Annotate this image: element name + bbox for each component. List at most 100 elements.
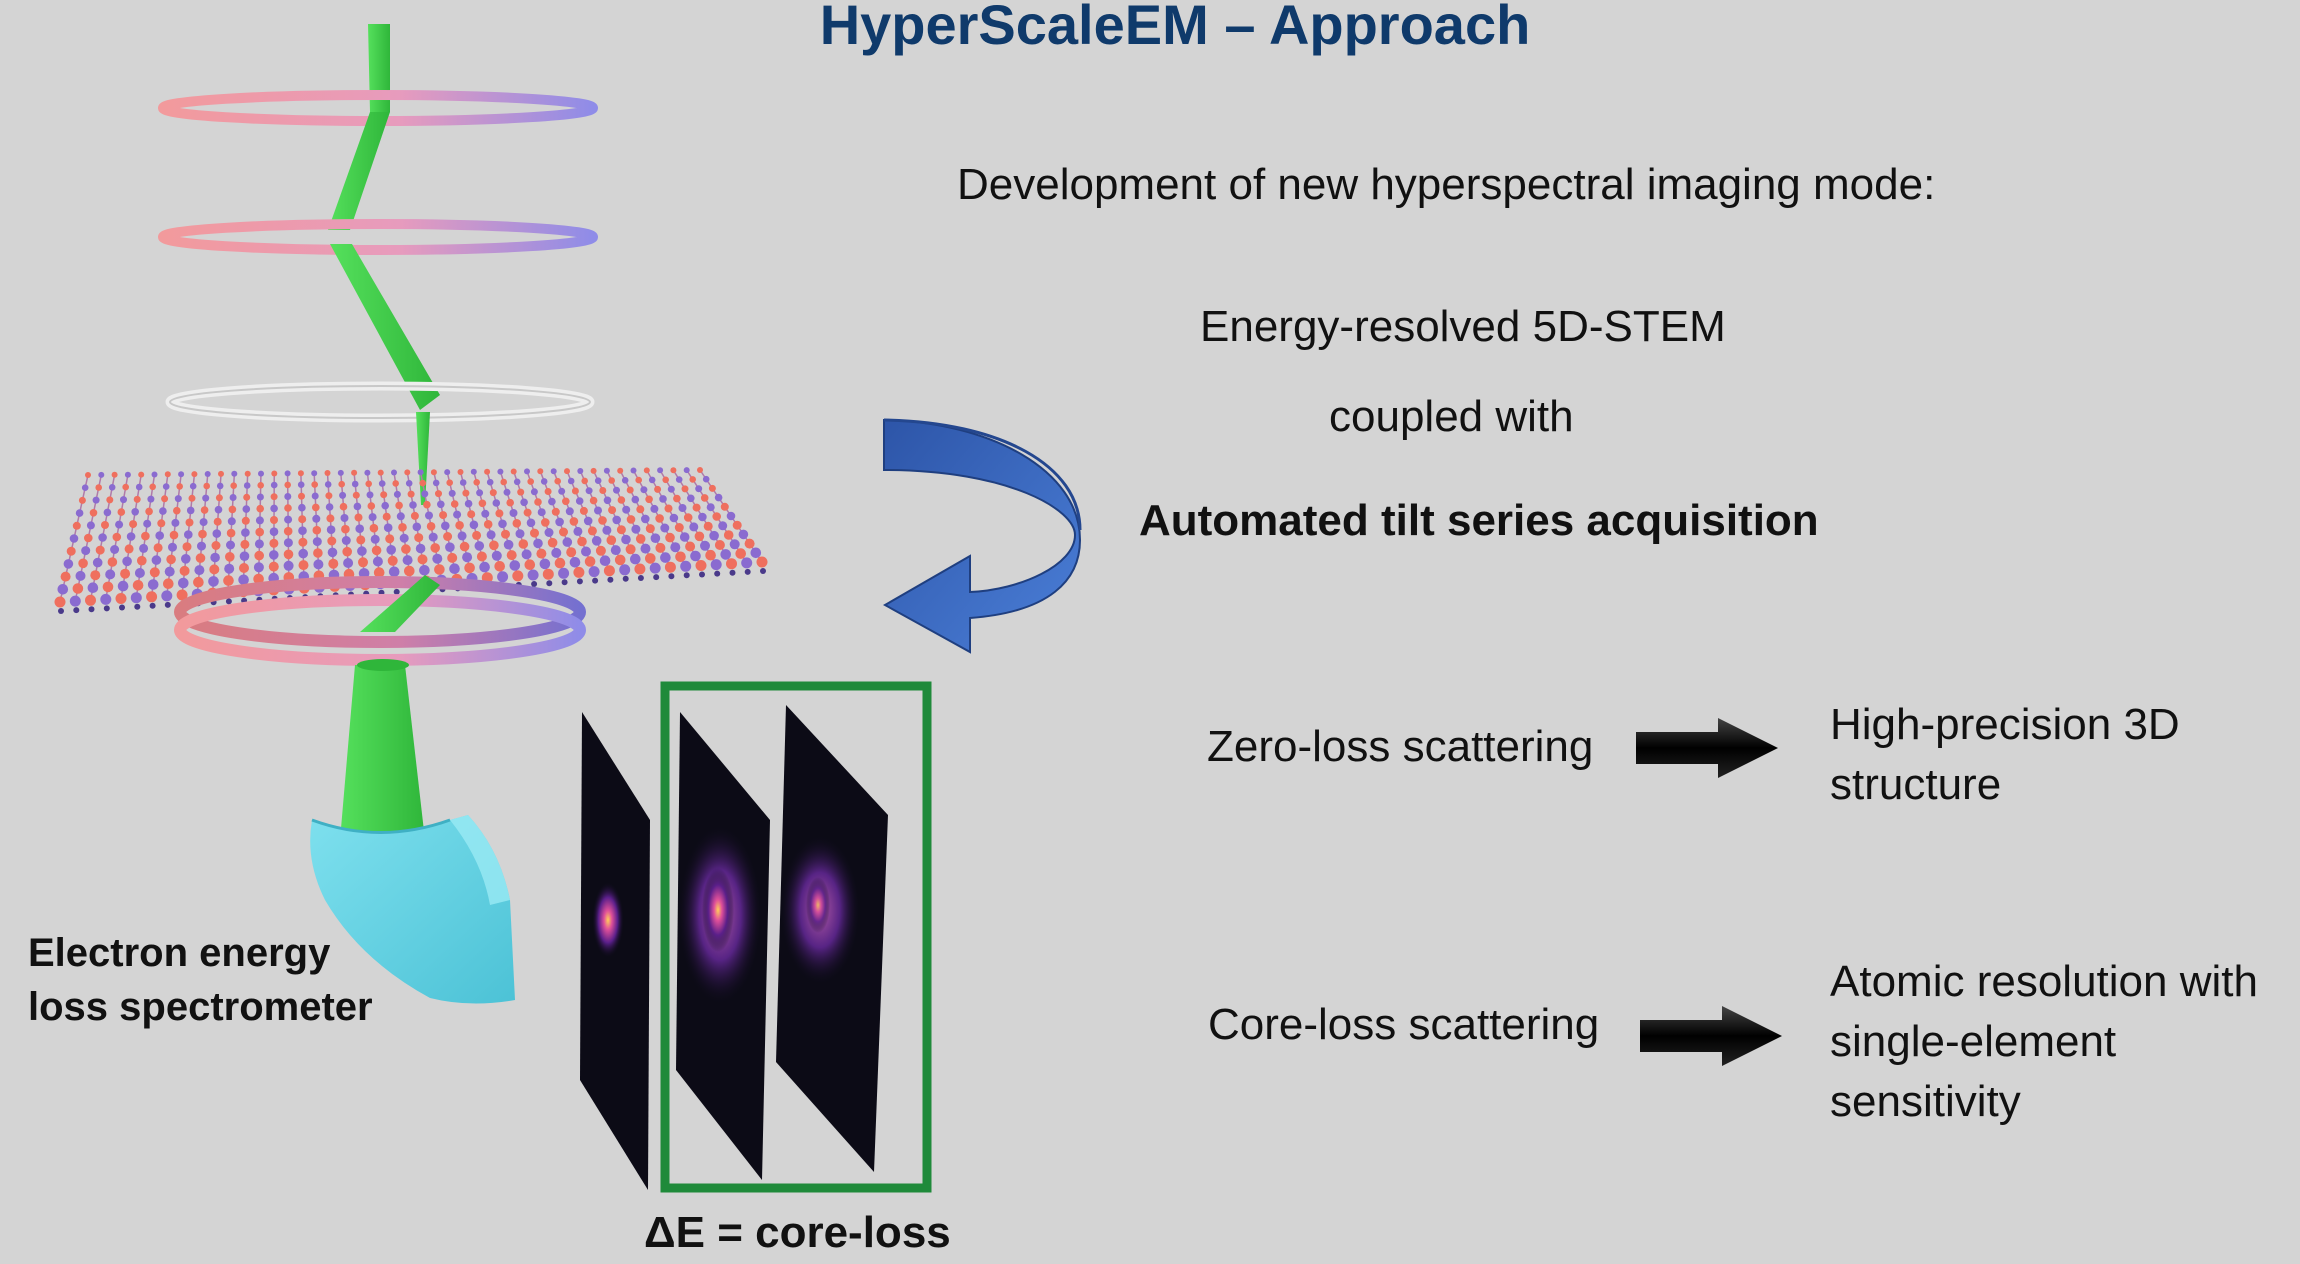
lattice-atom (462, 552, 473, 563)
lattice-atom (373, 567, 385, 578)
lattice-atom (660, 523, 670, 533)
lattice-atom (643, 467, 650, 474)
lattice-atom (706, 503, 715, 512)
lattice-atom (533, 538, 543, 549)
lattice-atom (311, 470, 318, 477)
lattice-atom (211, 541, 221, 550)
lattice-atom (483, 520, 493, 529)
lattice-atom (311, 481, 319, 488)
lattice-atom (155, 531, 164, 540)
lattice-atom (268, 561, 279, 572)
lattice-atom (63, 559, 74, 569)
lattice-atom (738, 529, 749, 540)
lattice-atom (407, 490, 415, 498)
lattice-atom (159, 507, 167, 515)
lattice-atom (732, 520, 742, 530)
lattice-atom (598, 516, 607, 525)
lattice-atom (115, 593, 127, 604)
lattice-atom (370, 534, 380, 544)
lattice-atom (476, 551, 487, 562)
lattice-atom (364, 469, 371, 476)
lattice-atom (584, 556, 596, 567)
lattice-atom (57, 584, 69, 595)
lattice-atom (78, 496, 86, 504)
lattice-atom (173, 506, 181, 515)
right-arrow-icon (1636, 718, 1778, 778)
lattice-atom (327, 547, 338, 558)
lattice-atom (469, 520, 479, 530)
lattice-atom (401, 544, 411, 554)
electron-beam (330, 244, 440, 410)
lattice-atom (230, 482, 237, 490)
lattice-atom (107, 557, 118, 567)
lattice-atom (698, 512, 707, 522)
lattice-atom (72, 583, 84, 594)
lattice-atom (313, 548, 323, 558)
lattice-atom (341, 524, 350, 534)
lattice-atom (284, 493, 292, 500)
lattice-atom (134, 603, 141, 610)
lattice-atom (178, 471, 185, 478)
lattice-atom (326, 514, 335, 523)
lattice-atom (257, 482, 265, 489)
lattice-atom (430, 543, 441, 553)
lattice-atom (695, 560, 707, 571)
lattice-atom (270, 516, 278, 524)
lattice-atom (377, 469, 384, 476)
lattice-atom (225, 552, 235, 562)
lattice-atom (594, 506, 602, 515)
lattice-atom (685, 541, 696, 552)
lattice-atom (562, 497, 570, 506)
lattice-atom (579, 506, 588, 515)
lattice-atom (129, 520, 138, 529)
lattice-atom (489, 540, 499, 551)
lattice-atom (551, 547, 562, 558)
lattice-atom (338, 480, 346, 488)
lattice-atom (75, 509, 84, 517)
lattice-atom (660, 552, 671, 563)
lattice-atom (689, 476, 696, 483)
lattice-atom (540, 478, 548, 485)
lattice-atom (534, 498, 542, 506)
lattice-atom (616, 525, 626, 535)
lattice-atom (524, 559, 536, 570)
lattice-atom (585, 487, 593, 495)
lattice-atom (694, 531, 705, 542)
lattice-atom (626, 515, 636, 524)
lattice-atom (537, 468, 544, 475)
lattice-atom (524, 468, 530, 475)
lattice-atom (115, 520, 124, 529)
lattice-atom (200, 506, 209, 514)
lattice-atom (491, 550, 502, 561)
lattice-atom (622, 575, 629, 582)
lattice-atom (635, 476, 642, 484)
lattice-atom (484, 468, 491, 475)
lattice-atom (457, 469, 464, 475)
lattice-atom (312, 537, 322, 547)
lattice-atom (640, 543, 651, 554)
lattice-atom (575, 497, 584, 505)
lattice-atom (486, 478, 494, 486)
lattice-atom (653, 574, 660, 581)
lattice-atom (216, 482, 224, 490)
lattice-atom (239, 563, 249, 573)
lattice-atom (254, 539, 264, 549)
lattice-atom (741, 557, 753, 569)
lattice-atom (284, 481, 292, 489)
lattice-atom (681, 485, 689, 493)
lattice-atom (186, 506, 195, 515)
lattice-atom (464, 562, 475, 574)
lattice-atom (182, 542, 192, 552)
lattice-atom (241, 516, 250, 525)
lattice-atom (720, 549, 731, 560)
lattice-atom (630, 467, 637, 474)
lattice-atom (208, 576, 219, 587)
lattice-atom (591, 536, 602, 546)
lattice-atom (298, 526, 307, 535)
core-loss-label: Core-loss scattering (1208, 1000, 1600, 1049)
electron-beam (328, 112, 390, 230)
lattice-atom (253, 573, 264, 585)
lattice-atom (130, 592, 142, 604)
lattice-atom (617, 467, 624, 474)
